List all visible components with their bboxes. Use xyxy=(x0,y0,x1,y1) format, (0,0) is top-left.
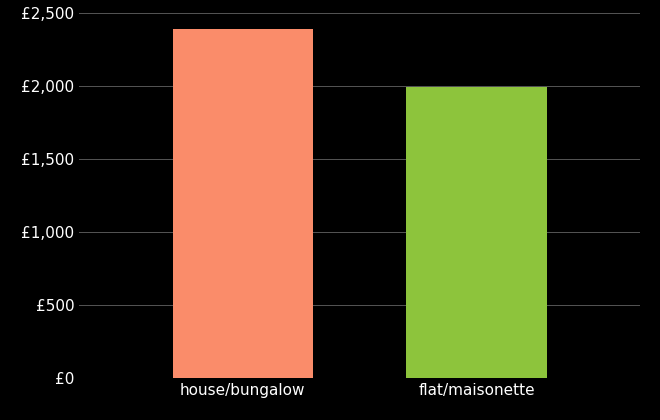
Bar xyxy=(173,29,313,378)
Bar xyxy=(407,87,546,378)
